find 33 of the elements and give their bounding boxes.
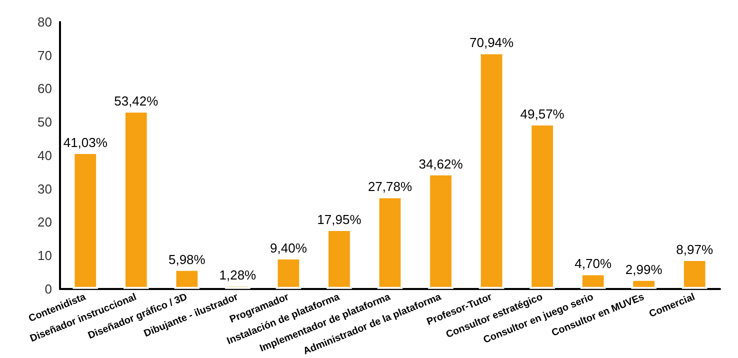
bar bbox=[530, 124, 555, 289]
data-label: 41,03% bbox=[63, 135, 108, 150]
bar bbox=[478, 52, 504, 289]
data-label: 4,70% bbox=[574, 256, 612, 272]
bar bbox=[72, 152, 98, 289]
data-label: 9,40% bbox=[270, 240, 308, 256]
bar bbox=[631, 278, 657, 289]
data-label: 34,62% bbox=[418, 156, 464, 172]
y-tick-label: 80 bbox=[38, 14, 52, 30]
data-label: 8,97% bbox=[676, 242, 714, 257]
y-tick-label: 50 bbox=[38, 114, 52, 130]
bar bbox=[428, 173, 454, 289]
y-tick-label: 10 bbox=[38, 248, 52, 264]
data-label: 49,57% bbox=[520, 106, 565, 122]
y-tick-label: 60 bbox=[38, 81, 52, 96]
data-label: 2,99% bbox=[625, 262, 663, 277]
bar bbox=[580, 273, 606, 289]
data-label: 1,28% bbox=[219, 268, 257, 283]
data-label: 5,98% bbox=[168, 252, 206, 267]
bar bbox=[174, 268, 200, 289]
data-label: 53,42% bbox=[114, 94, 159, 109]
y-tick-label: 40 bbox=[38, 148, 52, 163]
bar bbox=[377, 196, 403, 289]
y-tick-label: 70 bbox=[38, 48, 52, 63]
y-tick-label: 30 bbox=[38, 181, 52, 196]
y-tick-label: 0 bbox=[44, 281, 52, 296]
bar bbox=[123, 110, 149, 289]
data-label: 70,94% bbox=[469, 35, 514, 50]
data-label: 27,78% bbox=[368, 179, 412, 194]
bar bbox=[276, 258, 302, 289]
data-label: 17,95% bbox=[317, 212, 362, 227]
y-tick-label: 20 bbox=[38, 214, 52, 230]
bar bbox=[225, 284, 250, 289]
